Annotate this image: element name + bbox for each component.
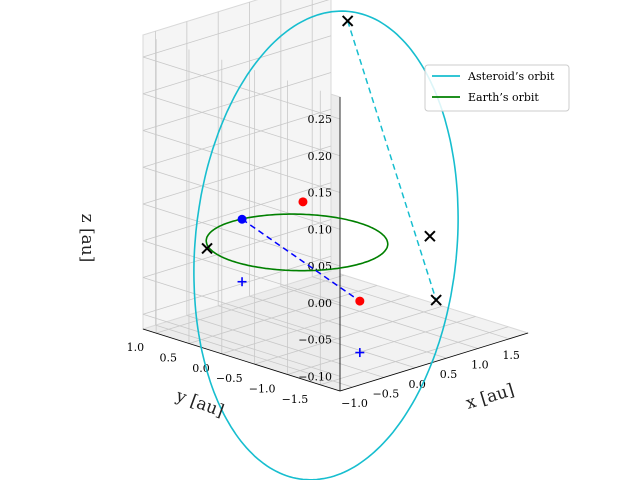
z-tick-label: 0.15 (308, 187, 333, 200)
x-axis-line (339, 332, 529, 392)
z-axis-label: z [au] (77, 214, 97, 263)
asteroid-orbit-line (193, 10, 459, 480)
grid-line (142, 313, 341, 377)
grid-line (188, 285, 378, 344)
y-axis-line (142, 328, 341, 392)
grid-line (142, 93, 341, 157)
legend: Asteroid’s orbit Earth’s orbit (424, 64, 570, 112)
z-tick-label: 0.20 (308, 150, 333, 163)
dot-marker (237, 214, 247, 224)
grid-line (142, 240, 341, 304)
x-axis-label: x [au] (464, 380, 517, 414)
y-tick-label: −1.0 (249, 383, 276, 396)
y-tick-label: 0.5 (160, 352, 178, 365)
grid-line (142, 108, 332, 168)
y-tick-label: −0.5 (216, 372, 243, 385)
y-tick-label: −1.5 (282, 393, 309, 406)
x-tick-label: −0.5 (373, 388, 400, 401)
grid-line (156, 274, 345, 334)
grid-lines (142, 0, 529, 392)
grid-line (142, 166, 341, 230)
grid-line (142, 35, 332, 95)
z-tick-label: 0.25 (308, 113, 333, 126)
grid-line (249, 295, 447, 359)
grid-line (142, 145, 332, 205)
grid-line (218, 305, 416, 369)
grid-line (142, 72, 332, 131)
grid-line (320, 326, 509, 386)
grid-line (142, 0, 330, 58)
z-tick-label: 0.10 (308, 223, 333, 236)
x-tick-label: 1.5 (502, 349, 520, 362)
grid-line (142, 219, 332, 278)
x-marker (201, 242, 213, 255)
grid-line (142, 130, 341, 193)
grid-line (142, 255, 332, 315)
grid-line (155, 324, 353, 388)
legend-label: Earth’s orbit (468, 91, 539, 104)
grid-line (254, 305, 443, 365)
legend-label: Asteroid’s orbit (467, 70, 555, 83)
x-marker (430, 294, 442, 306)
earth-orbit-line (205, 213, 389, 272)
grid-line (142, 182, 332, 242)
x-tick-label: 0.5 (440, 368, 458, 381)
x-marker (424, 230, 436, 242)
z-tick-label: −0.05 (298, 334, 332, 347)
tick-labels: −1.0−0.50.00.51.01.51.00.50.0−0.5−1.0−1.… (127, 113, 520, 410)
y-axis-label: y [au] (172, 386, 226, 422)
x-marker (341, 15, 354, 27)
grid-line (312, 276, 510, 340)
grid-line (221, 295, 410, 355)
grid-line (186, 315, 384, 378)
z-tick-label: −0.10 (298, 370, 332, 383)
grid-line (142, 277, 341, 340)
data-series (193, 10, 459, 480)
legend-box (424, 64, 570, 112)
grid-line (142, 203, 341, 267)
data-markers (201, 15, 442, 358)
z-tick-label: 0.00 (308, 297, 333, 310)
x-tick-label: −1.0 (341, 397, 368, 410)
grid-line (142, 56, 341, 120)
dot-marker (355, 296, 365, 306)
dashed-connector-line (346, 20, 437, 301)
y-tick-label: 1.0 (127, 341, 145, 354)
back-pane (142, 0, 332, 330)
x-tick-label: 1.0 (471, 359, 489, 372)
dashed-connector-line (241, 218, 361, 302)
grid-line (280, 286, 478, 349)
dot-marker (298, 197, 308, 207)
